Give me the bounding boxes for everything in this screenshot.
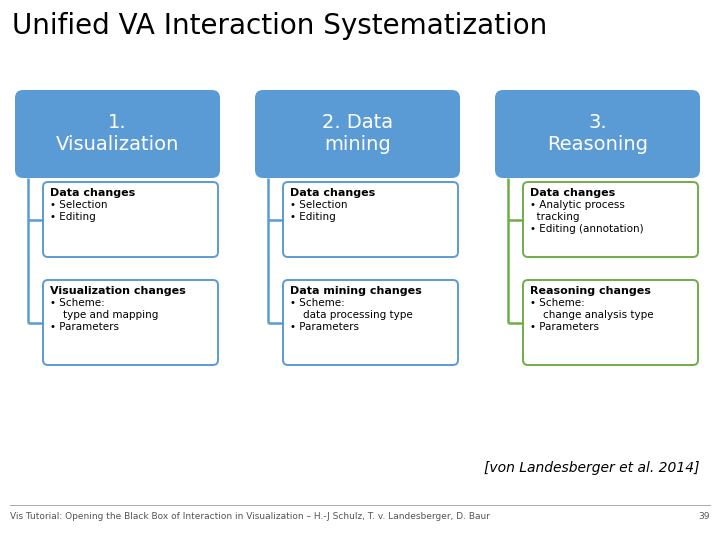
Text: • Editing: • Editing: [50, 212, 96, 222]
Text: Data changes: Data changes: [530, 188, 616, 198]
Text: • Selection: • Selection: [50, 200, 107, 210]
Text: tracking: tracking: [530, 212, 580, 222]
Text: 39: 39: [698, 512, 710, 521]
FancyBboxPatch shape: [15, 90, 220, 178]
Text: Data mining changes: Data mining changes: [290, 286, 422, 296]
FancyBboxPatch shape: [523, 280, 698, 365]
Text: Reasoning changes: Reasoning changes: [530, 286, 651, 296]
Text: • Selection: • Selection: [290, 200, 348, 210]
FancyBboxPatch shape: [283, 182, 458, 257]
Text: • Analytic process: • Analytic process: [530, 200, 625, 210]
FancyBboxPatch shape: [43, 280, 218, 365]
Text: 3.
Reasoning: 3. Reasoning: [547, 113, 648, 154]
Text: • Scheme:: • Scheme:: [530, 298, 585, 308]
Text: 1.
Visualization: 1. Visualization: [56, 113, 179, 154]
Text: [von Landesberger et al. 2014]: [von Landesberger et al. 2014]: [485, 461, 700, 475]
FancyBboxPatch shape: [283, 280, 458, 365]
Text: • Parameters: • Parameters: [50, 322, 119, 332]
Text: Visualization changes: Visualization changes: [50, 286, 186, 296]
Text: Vis Tutorial: Opening the Black Box of Interaction in Visualization – H.-J Schul: Vis Tutorial: Opening the Black Box of I…: [10, 512, 490, 521]
Text: • Editing (annotation): • Editing (annotation): [530, 224, 644, 234]
Text: Data changes: Data changes: [50, 188, 135, 198]
Text: change analysis type: change analysis type: [530, 310, 654, 320]
Text: data processing type: data processing type: [290, 310, 413, 320]
Text: • Scheme:: • Scheme:: [50, 298, 104, 308]
Text: Data changes: Data changes: [290, 188, 375, 198]
Text: 2. Data
mining: 2. Data mining: [322, 113, 393, 154]
FancyBboxPatch shape: [495, 90, 700, 178]
Text: type and mapping: type and mapping: [50, 310, 158, 320]
Text: • Scheme:: • Scheme:: [290, 298, 345, 308]
FancyBboxPatch shape: [523, 182, 698, 257]
Text: • Parameters: • Parameters: [290, 322, 359, 332]
Text: • Editing: • Editing: [290, 212, 336, 222]
FancyBboxPatch shape: [255, 90, 460, 178]
Text: Unified VA Interaction Systematization: Unified VA Interaction Systematization: [12, 12, 547, 40]
Text: • Parameters: • Parameters: [530, 322, 599, 332]
FancyBboxPatch shape: [43, 182, 218, 257]
